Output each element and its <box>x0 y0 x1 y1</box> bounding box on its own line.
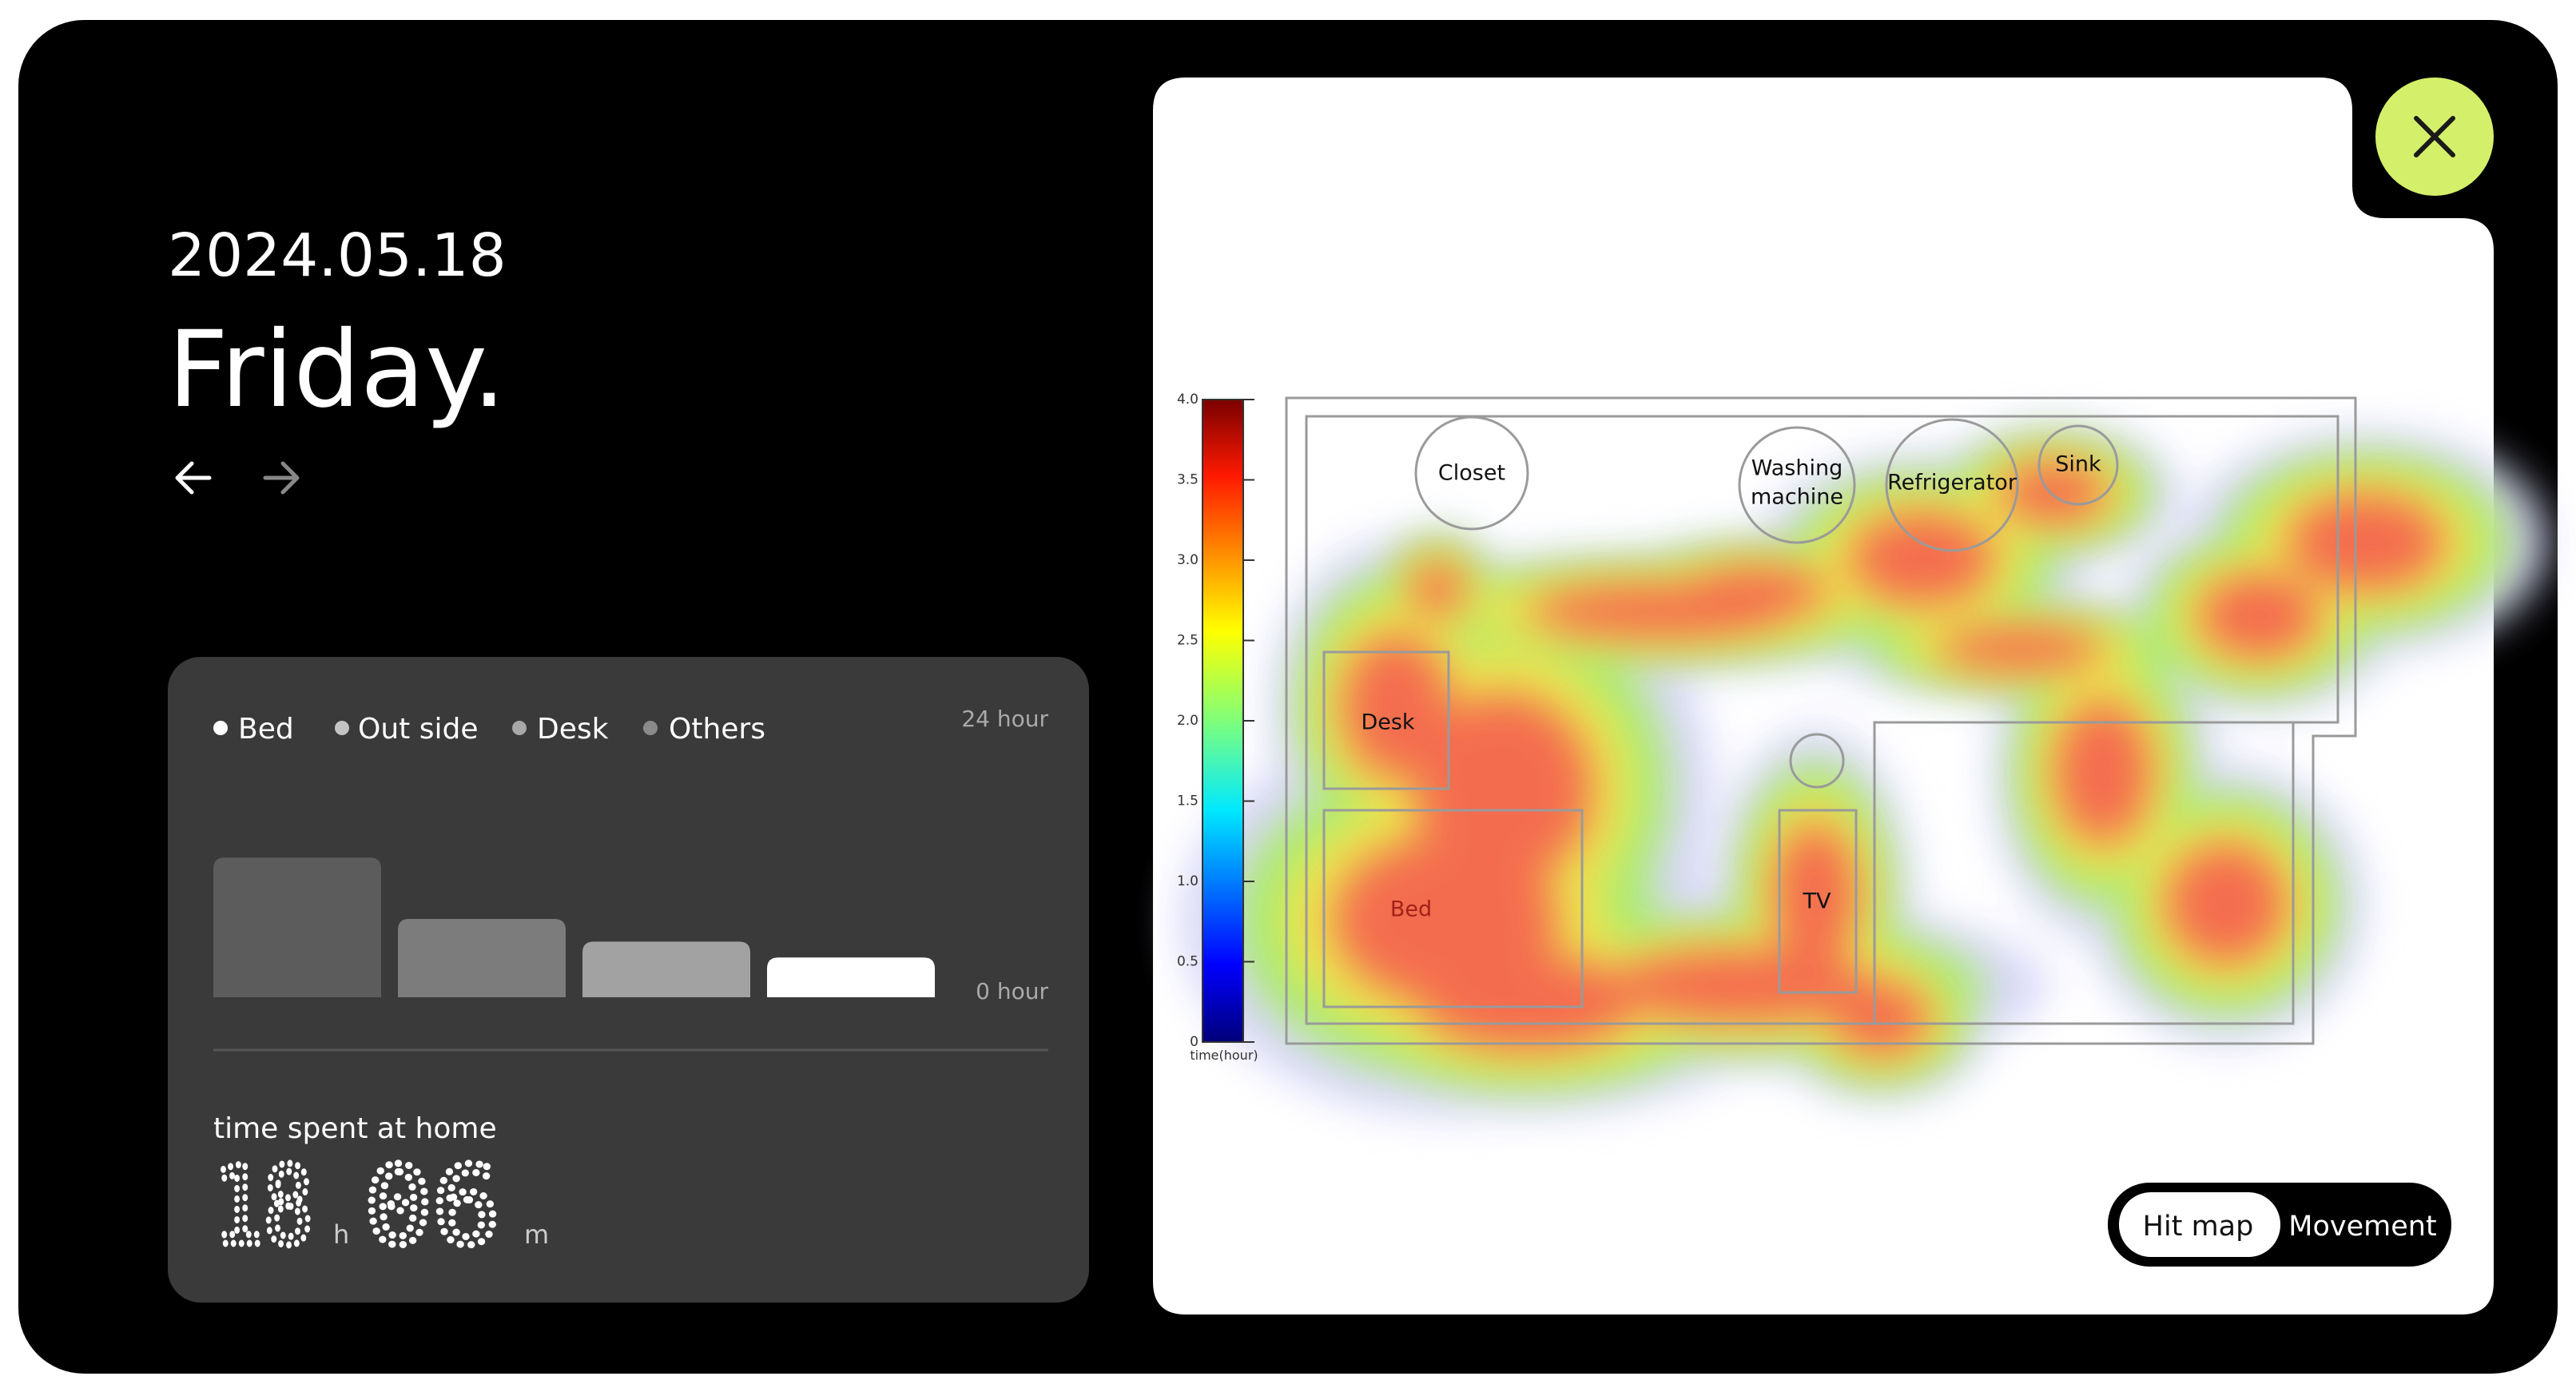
room-label: Desk <box>1361 710 1414 735</box>
room-label: Bed <box>1390 897 1432 922</box>
y-tick-label: 1.5 <box>1177 793 1199 809</box>
heat-blob <box>1414 694 1592 884</box>
y-tick-label: 2.5 <box>1177 633 1199 649</box>
colorbar-label: time(hour) <box>1190 1048 1258 1063</box>
prev-arrow[interactable] <box>175 461 212 495</box>
legend-dot <box>213 721 228 735</box>
heat-blob <box>1851 513 1994 604</box>
room-label: Refrigerator <box>1887 471 2017 495</box>
minutes-unit: m <box>524 1219 549 1250</box>
legend-label: Out side <box>358 713 478 746</box>
hours: 18 <box>213 1143 313 1269</box>
heat-blob <box>2288 495 2443 590</box>
legend-label: Desk <box>537 713 609 746</box>
y-tick-label: 0 <box>1190 1034 1199 1050</box>
room-label: TV <box>1803 889 1831 914</box>
date: 2024.05.18 <box>168 221 507 290</box>
heat-blob <box>1421 954 1635 1050</box>
bar <box>213 857 381 997</box>
heat-blob <box>1938 627 2104 670</box>
y-tick-label: 0.5 <box>1177 954 1199 970</box>
y-tick-label: 24 hour <box>961 706 1048 732</box>
minutes: 06 <box>364 1143 500 1269</box>
legend-dot <box>643 721 658 735</box>
time-label: time spent at home <box>213 1112 497 1145</box>
heat-blob <box>1833 983 1929 1055</box>
legend-label: Others <box>669 713 765 746</box>
heat-blob <box>1687 567 1829 615</box>
heat-blob <box>1774 824 1857 967</box>
weekday: Friday. <box>168 308 506 432</box>
hours-unit: h <box>333 1219 349 1250</box>
room-label: Closet <box>1438 461 1505 486</box>
y-tick-label: 2.0 <box>1177 713 1199 729</box>
toggle-active <box>2119 1192 2280 1257</box>
room-label: machine <box>1751 485 1843 510</box>
heat-blob <box>1411 562 1464 614</box>
heat-layer <box>1333 463 2443 1055</box>
legend-dot <box>512 721 527 735</box>
close-icon <box>2414 116 2455 157</box>
y-tick-label: 3.0 <box>1177 552 1199 568</box>
heat-blob <box>1342 635 1450 778</box>
heat-blob <box>1611 950 1872 1022</box>
toggle-option[interactable]: Movement <box>2288 1211 2436 1243</box>
bar <box>767 957 935 997</box>
heat-blob <box>2000 463 2107 523</box>
next-arrow[interactable] <box>263 461 300 495</box>
y-tick-label: 0 hour <box>976 978 1048 1004</box>
y-tick-label: 1.0 <box>1177 873 1199 889</box>
heatmap <box>1180 423 2547 1116</box>
heat-blob <box>2166 844 2285 963</box>
y-tick-label: 3.5 <box>1177 472 1199 488</box>
floor-plan <box>1285 396 2357 1045</box>
room-label: Sink <box>2055 452 2101 477</box>
toggle-option[interactable]: Hit map <box>2143 1211 2254 1243</box>
room-label: Washing <box>1751 456 1843 481</box>
bar <box>582 941 750 997</box>
heat-blob <box>2055 701 2150 844</box>
legend-dot <box>335 721 349 735</box>
bar <box>398 918 566 997</box>
colorbar <box>1202 399 1244 1043</box>
y-tick-label: 4.0 <box>1177 392 1199 408</box>
legend-label: Bed <box>238 713 294 746</box>
heat-blob <box>2199 575 2319 658</box>
